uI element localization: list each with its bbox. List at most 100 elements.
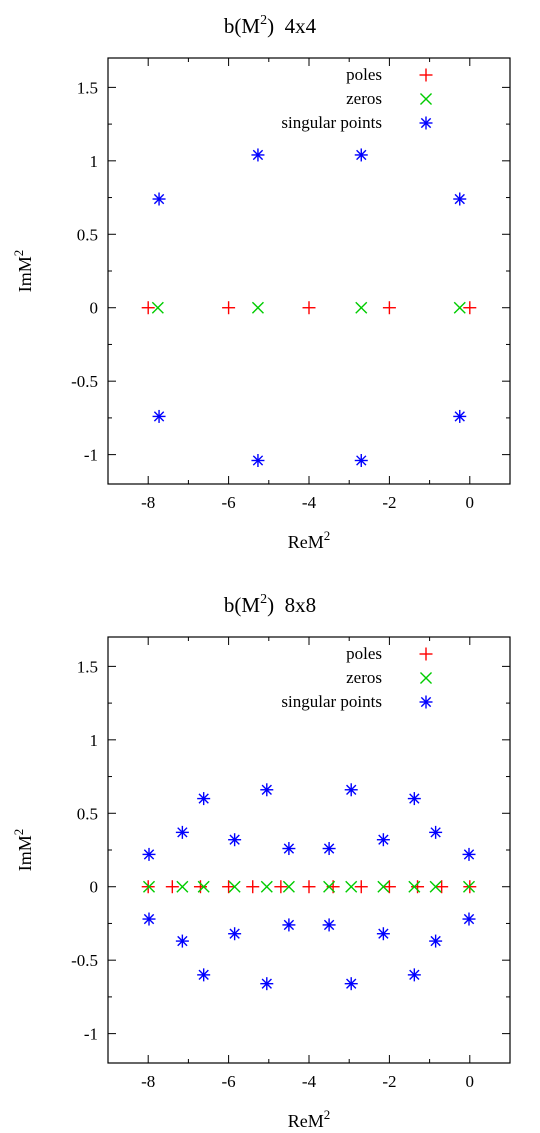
y-tick-label: -1 <box>84 1025 98 1044</box>
data-point-plus <box>302 301 316 315</box>
data-point-star <box>322 918 336 932</box>
data-point-plus <box>141 301 155 315</box>
data-point-star <box>453 409 467 423</box>
data-point-plus <box>411 880 425 894</box>
data-point-x <box>151 301 164 314</box>
data-point-star <box>354 148 368 162</box>
y-tick-label: 1.5 <box>77 78 98 97</box>
legend-marker <box>419 695 433 709</box>
data-point-star <box>322 842 336 856</box>
data-point-star <box>251 453 265 467</box>
data-point-plus <box>165 880 179 894</box>
y-tick-label: 0.5 <box>77 225 98 244</box>
y-tick-label: 1.5 <box>77 657 98 676</box>
chart-panel-8x8: b(M2) 8x8 -8 -6 -4 -2 0 -1-0.500.511.5 ReM2 … <box>11 592 511 1131</box>
data-point-star <box>152 192 166 206</box>
data-point-star <box>260 977 274 991</box>
data-point-plus <box>193 880 207 894</box>
legend-marker <box>419 68 433 82</box>
y-tick-labels: -1 -0.5 0 0.5 1 1.5 <box>71 78 98 464</box>
data-point-x <box>228 880 241 893</box>
data-point-x <box>176 880 189 893</box>
y-axis-label: ImM2 <box>11 829 35 872</box>
data-point-plus <box>382 301 396 315</box>
data-point-x <box>453 301 466 314</box>
data-point-plus <box>463 301 477 315</box>
data-point-star <box>142 847 156 861</box>
y-tick-labels: -1 -0.5 0 0.5 1 1.5 <box>71 657 98 1043</box>
y-tick-label: 0.5 <box>77 804 98 823</box>
data-point-star <box>429 825 443 839</box>
legend-marker <box>419 671 433 685</box>
x-tick-label: -4 <box>302 493 317 512</box>
data-point-star <box>152 409 166 423</box>
data-point-plus <box>222 301 236 315</box>
chart-title: b(M2) 8x8 <box>224 592 316 617</box>
y-tick-label: -1 <box>84 446 98 465</box>
x-tick-label: -4 <box>302 1072 317 1091</box>
data-point-star <box>175 934 189 948</box>
legend-label: singular points <box>281 113 382 132</box>
legend-label: poles <box>346 644 382 663</box>
y-tick-label: -0.5 <box>71 951 98 970</box>
data-point-x <box>355 301 368 314</box>
data-point-star <box>462 847 476 861</box>
data-point-star <box>197 792 211 806</box>
axis-ticks <box>107 58 511 484</box>
data-point-plus <box>302 880 316 894</box>
data-point-star <box>407 792 421 806</box>
data-point-star <box>228 927 242 941</box>
x-tick-label: -6 <box>222 493 236 512</box>
data-point-x <box>197 880 210 893</box>
legend-marker <box>419 92 433 106</box>
data-point-star <box>453 192 467 206</box>
x-tick-label: -2 <box>382 1072 396 1091</box>
x-tick-label: -2 <box>382 493 396 512</box>
data-point-x <box>142 880 156 893</box>
data-marks <box>141 148 477 467</box>
legend-label: poles <box>346 65 382 84</box>
data-point-star <box>344 977 358 991</box>
data-point-star <box>282 842 296 856</box>
y-axis-label: ImM2 <box>11 250 35 293</box>
x-tick-label: 0 <box>466 1072 475 1091</box>
data-point-x <box>282 880 295 893</box>
x-tick-labels: -8 -6 -4 -2 0 <box>141 493 474 512</box>
data-point-x <box>345 880 358 893</box>
data-point-star <box>344 783 358 797</box>
chart-panel-4x4: b(M2) 4x4 -8 -6 -4 -2 0 -1-0.500.511.5 ReM2 … <box>11 13 511 552</box>
x-tick-label: 0 <box>466 493 475 512</box>
data-point-x <box>377 880 390 893</box>
x-tick-label: -6 <box>222 1072 236 1091</box>
data-point-x <box>408 880 421 893</box>
data-point-x <box>462 880 476 893</box>
data-point-x <box>251 301 264 314</box>
data-point-plus <box>435 880 449 894</box>
legend-marker <box>419 116 433 130</box>
data-point-plus <box>274 880 288 894</box>
data-point-star <box>142 912 156 926</box>
legend-marker <box>419 647 433 661</box>
x-axis-label: ReM2 <box>288 1107 331 1131</box>
data-point-plus <box>222 880 236 894</box>
data-point-plus <box>246 880 260 894</box>
data-point-plus <box>382 880 396 894</box>
y-tick-label: 1 <box>90 152 99 171</box>
x-tick-label: -8 <box>141 493 155 512</box>
y-tick-label: 1 <box>90 731 99 750</box>
x-axis-label: ReM2 <box>288 528 331 552</box>
x-tick-labels: -8 -6 -4 -2 0 <box>141 1072 474 1091</box>
data-point-star <box>462 912 476 926</box>
data-point-star <box>376 833 390 847</box>
data-point-star <box>197 968 211 982</box>
data-point-x <box>429 880 442 893</box>
data-point-star <box>354 453 368 467</box>
data-point-star <box>282 918 296 932</box>
data-point-star <box>251 148 265 162</box>
legend-label: singular points <box>281 692 382 711</box>
data-marks <box>141 783 477 991</box>
chart-title: b(M2) 4x4 <box>224 13 317 38</box>
data-point-star <box>175 825 189 839</box>
data-point-star <box>429 934 443 948</box>
